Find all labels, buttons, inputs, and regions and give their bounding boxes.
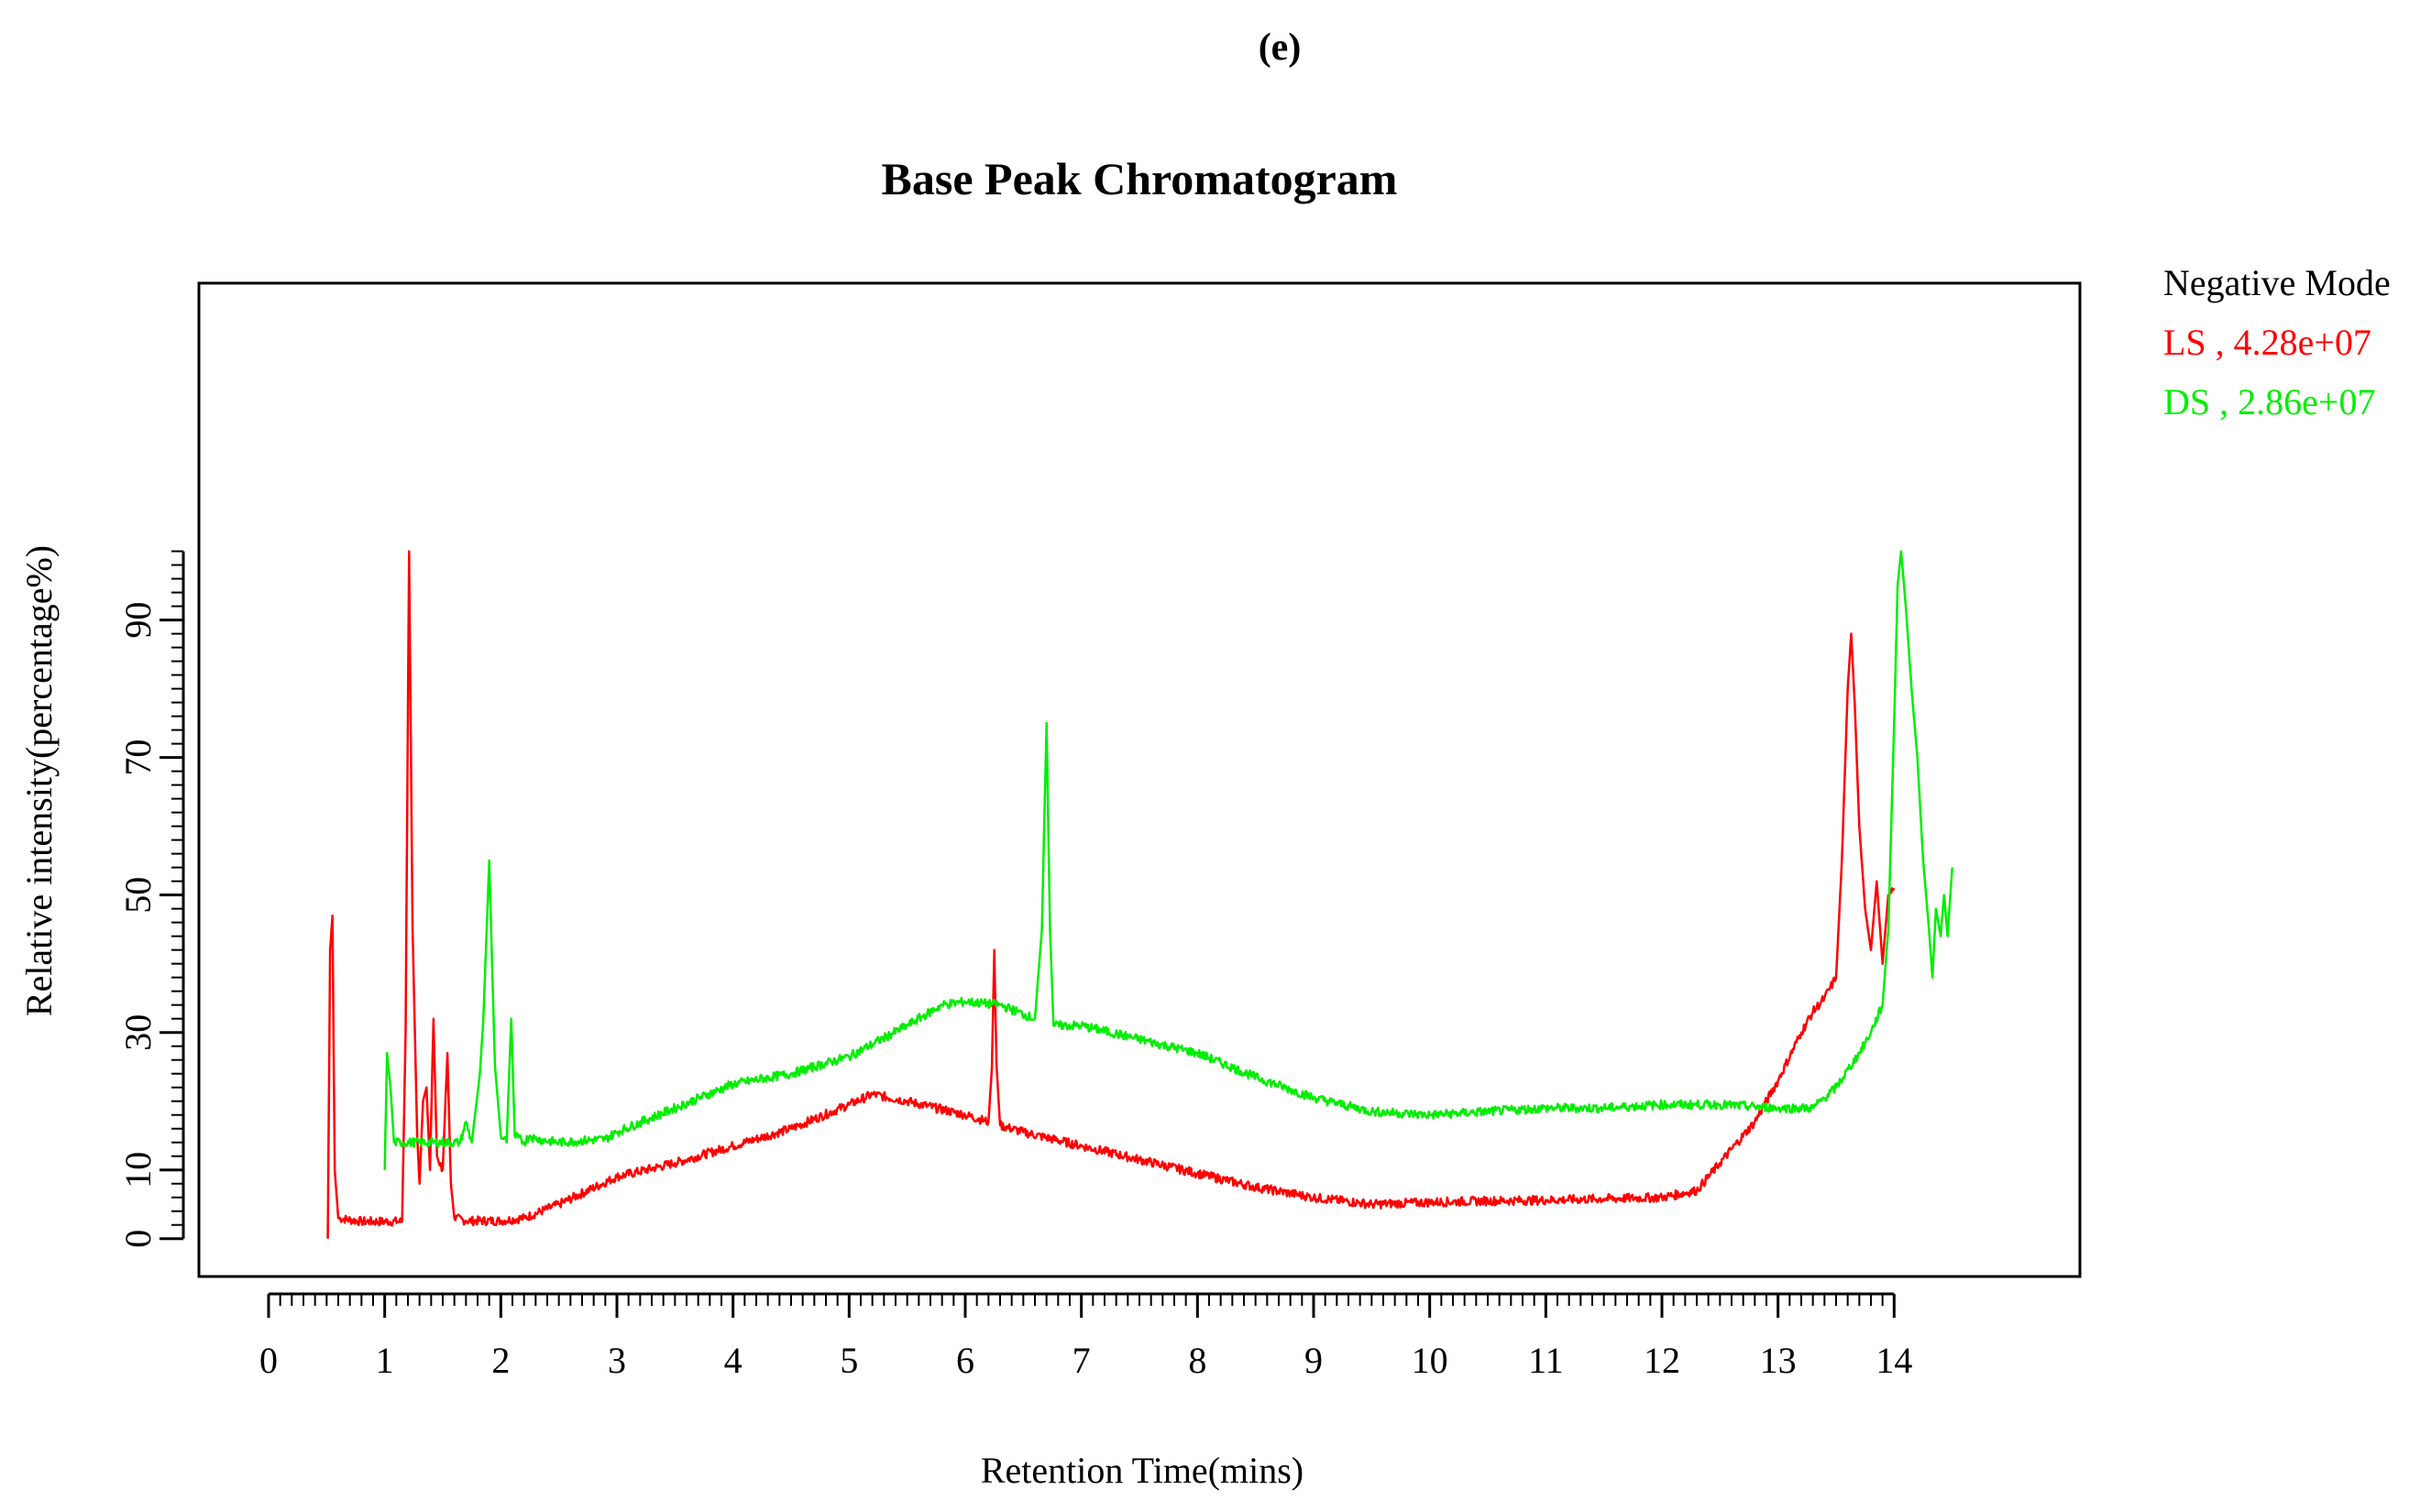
legend-title: Negative Mode <box>2163 262 2391 303</box>
y-tick-label: 50 <box>117 877 159 914</box>
y-tick-label: 30 <box>117 1014 159 1051</box>
series-line-ds <box>383 550 1953 1170</box>
x-axis-label: Retention Time(mins) <box>981 1450 1304 1491</box>
x-tick-label: 0 <box>259 1340 278 1381</box>
x-tick-label: 14 <box>1876 1340 1912 1381</box>
y-tick-label: 70 <box>117 740 159 776</box>
x-tick-label: 10 <box>1412 1340 1448 1381</box>
x-tick-label: 1 <box>376 1340 394 1381</box>
series-line-ls <box>326 550 1896 1239</box>
chart-title: Base Peak Chromatogram <box>882 153 1398 204</box>
plot-frame <box>197 281 2082 1278</box>
x-tick-label: 7 <box>1072 1340 1091 1381</box>
legend-entry-ds: DS , 2.86e+07 <box>2163 381 2375 422</box>
x-tick-label: 12 <box>1644 1340 1680 1381</box>
y-tick-label: 10 <box>117 1152 159 1189</box>
panel-label: (e) <box>1259 27 1302 69</box>
x-tick-label: 6 <box>956 1340 974 1381</box>
legend: Negative Mode LS , 4.28e+07 DS , 2.86e+0… <box>2163 262 2391 422</box>
x-tick-label: 4 <box>724 1340 742 1381</box>
y-tick-label: 0 <box>117 1230 159 1248</box>
x-tick-label: 9 <box>1304 1340 1323 1381</box>
y-axis-label: Relative intensity(percentage%) <box>18 545 60 1016</box>
x-tick-label: 5 <box>840 1340 858 1381</box>
x-tick-label: 2 <box>491 1340 510 1381</box>
x-tick-label: 13 <box>1760 1340 1797 1381</box>
x-tick-label: 11 <box>1528 1340 1564 1381</box>
legend-entry-ls: LS , 4.28e+07 <box>2163 322 2371 363</box>
x-axis: 0 1 2 3 4 5 6 7 8 9 10 11 12 13 14 <box>259 1292 1912 1381</box>
x-tick-label: 8 <box>1188 1340 1206 1381</box>
y-axis: 0 10 30 50 70 90 <box>117 550 185 1248</box>
y-tick-label: 90 <box>117 602 159 639</box>
x-tick-label: 3 <box>608 1340 626 1381</box>
series-layer <box>326 550 1953 1239</box>
